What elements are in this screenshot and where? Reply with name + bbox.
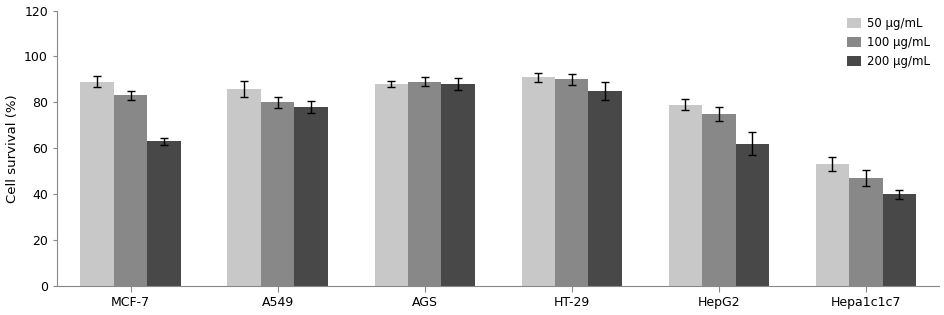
Bar — [668, 105, 701, 286]
Bar — [374, 84, 408, 286]
Legend: 50 μg/mL, 100 μg/mL, 200 μg/mL: 50 μg/mL, 100 μg/mL, 200 μg/mL — [842, 14, 933, 72]
Bar — [261, 102, 294, 286]
Bar — [815, 164, 849, 286]
Bar — [294, 107, 328, 286]
Bar — [701, 114, 734, 286]
Bar — [408, 82, 441, 286]
Bar — [882, 194, 915, 286]
Bar — [441, 84, 474, 286]
Bar — [554, 79, 588, 286]
Bar — [734, 144, 768, 286]
Bar — [228, 89, 261, 286]
Bar — [521, 77, 554, 286]
Bar — [113, 95, 147, 286]
Bar — [588, 91, 621, 286]
Bar — [147, 141, 180, 286]
Y-axis label: Cell survival (%): Cell survival (%) — [6, 94, 19, 203]
Bar — [80, 82, 113, 286]
Bar — [849, 178, 882, 286]
